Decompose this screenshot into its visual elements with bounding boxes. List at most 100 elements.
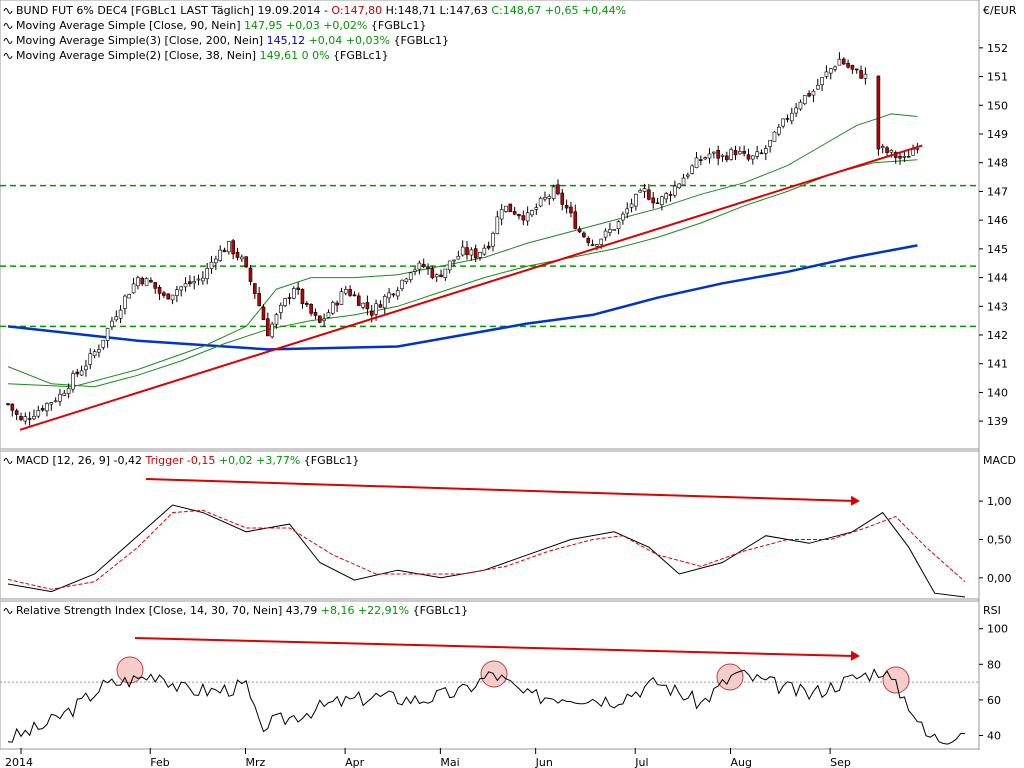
candle-body — [833, 66, 837, 70]
candle-body — [283, 298, 287, 306]
candle-body — [231, 240, 235, 255]
indicator-icon — [3, 8, 13, 14]
macd-tick-label: 1,00 — [987, 495, 1012, 508]
candle-body — [196, 278, 201, 281]
candle-body — [434, 274, 439, 278]
candle-body — [785, 118, 790, 120]
candle-body — [400, 279, 404, 290]
rsi-tick-label: 40 — [987, 730, 1001, 743]
legend-part: Relative Strength Index [Close, 14, 30, … — [16, 604, 321, 617]
candle-body — [820, 77, 824, 85]
legend-part: 147,95 +0,03 +0,02% — [244, 19, 367, 32]
candle-body — [629, 203, 634, 208]
x-tick-label: Apr — [345, 756, 365, 768]
candle-body — [651, 197, 656, 204]
candle-body — [270, 323, 274, 338]
candle-body — [179, 286, 184, 291]
candle-body — [365, 302, 370, 310]
candle-body — [382, 296, 387, 309]
candle-body — [530, 210, 534, 216]
legend-part: Trigger -0,15 — [145, 454, 216, 467]
price-legend-line: Moving Average Simple [Close, 90, Nein] … — [16, 19, 426, 32]
candle-body — [655, 202, 660, 205]
candle-body — [846, 63, 850, 68]
candle-body — [690, 165, 694, 174]
candle-body — [413, 269, 417, 272]
candle-body — [209, 261, 214, 269]
candle-body — [317, 315, 322, 323]
macd-tick-label: 0,50 — [987, 533, 1012, 546]
candle-body — [759, 152, 764, 155]
candle-body — [49, 402, 54, 405]
price-tick-label: 148 — [987, 157, 1008, 170]
candle-body — [560, 192, 565, 205]
candle-body — [807, 93, 811, 97]
candle-body — [469, 249, 474, 256]
candle-body — [755, 151, 759, 157]
legend-part: BUND FUT 6% DEC4 [FGBLc1 LAST Täglich] 1… — [16, 4, 331, 17]
legend-part: O:147,80 — [331, 4, 382, 17]
candle-body — [391, 293, 396, 296]
candle-body — [616, 221, 621, 230]
candle-body — [508, 203, 513, 212]
candle-body — [547, 196, 552, 199]
candle-body — [32, 416, 36, 420]
candle-body — [781, 118, 785, 127]
candle-body — [6, 403, 10, 405]
candle-body — [473, 248, 478, 259]
candle-body — [902, 156, 907, 158]
candle-body — [703, 157, 707, 160]
price-tick-label: 141 — [987, 358, 1008, 371]
candle-body — [244, 256, 248, 268]
candle-body — [586, 237, 591, 244]
candle-body — [876, 75, 881, 150]
candle-body — [789, 112, 794, 122]
price-tick-label: 139 — [987, 415, 1008, 428]
rsi-divergence-arrow-head — [850, 650, 860, 661]
candle-body — [361, 302, 365, 308]
price-legend-line: BUND FUT 6% DEC4 [FGBLc1 LAST Täglich] 1… — [16, 4, 626, 17]
candle-body — [828, 68, 833, 74]
candle-body — [634, 193, 638, 207]
candle-body — [660, 196, 664, 205]
price-unit-label: €/EUR — [983, 4, 1017, 17]
candle-body — [742, 151, 746, 154]
candle-body — [911, 149, 915, 156]
moving-average-line — [7, 159, 918, 388]
candle-body — [408, 272, 413, 280]
candle-body — [313, 312, 318, 316]
candle-body — [738, 151, 742, 155]
candle-body — [751, 155, 755, 160]
candle-body — [170, 294, 175, 301]
legend-part: Moving Average Simple(2) [Close, 38, Nei… — [16, 49, 260, 62]
legend-part: Moving Average Simple(3) [Close, 200, Ne… — [16, 34, 267, 47]
candle-body — [681, 177, 686, 186]
price-tick-label: 143 — [987, 300, 1008, 313]
candle-body — [45, 403, 49, 412]
candle-body — [768, 139, 772, 147]
candle-body — [348, 289, 352, 296]
candle-body — [304, 302, 309, 305]
x-tick-label: Jun — [535, 756, 553, 768]
candle-body — [114, 316, 119, 321]
candle-body — [447, 260, 452, 271]
x-tick-label: Sep — [830, 756, 851, 768]
candle-body — [205, 268, 209, 279]
price-tick-label: 152 — [987, 42, 1008, 55]
candle-body — [296, 287, 300, 290]
macd-tick-label: 0,00 — [987, 572, 1012, 585]
legend-part: Moving Average Simple [Close, 90, Nein] — [16, 19, 244, 32]
candle-body — [603, 230, 608, 238]
indicator-icon — [3, 38, 13, 44]
candle-body — [854, 68, 859, 71]
candle-body — [720, 154, 725, 157]
x-tick-label: Jul — [634, 756, 648, 768]
candle-body — [716, 149, 720, 159]
candle-body — [105, 328, 110, 341]
candle-body — [309, 303, 313, 314]
candle-body — [668, 194, 673, 196]
candle-body — [27, 418, 32, 420]
candle-body — [551, 186, 556, 199]
candle-body — [595, 244, 599, 247]
candle-body — [863, 73, 868, 79]
